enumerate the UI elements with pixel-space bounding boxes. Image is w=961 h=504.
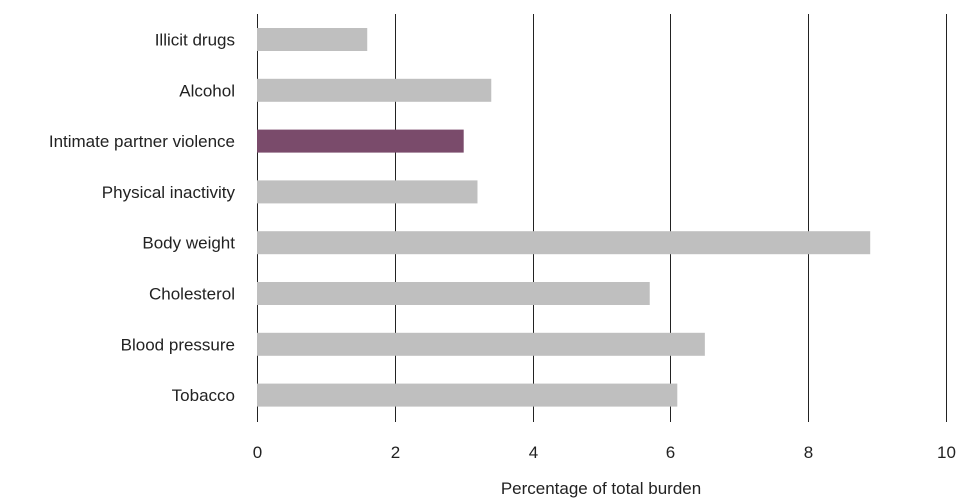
x-tick-label-0: 0 bbox=[253, 443, 262, 462]
x-tick-label-8: 8 bbox=[804, 443, 813, 462]
x-tick-label-10: 10 bbox=[937, 443, 956, 462]
x-tick-label-2: 2 bbox=[391, 443, 400, 462]
grid-lines bbox=[257, 14, 947, 422]
bar-physical-inactivity bbox=[257, 180, 478, 204]
x-tick-labels: 0 2 4 6 8 10 bbox=[253, 443, 956, 462]
category-label-physical-inactivity: Physical inactivity bbox=[102, 183, 236, 202]
category-labels: Illicit drugs Alcohol Intimate partner vio… bbox=[49, 31, 236, 406]
category-label-blood-pressure: Blood pressure bbox=[121, 335, 235, 354]
x-axis-title: Percentage of total burden bbox=[501, 479, 701, 498]
x-tick-label-6: 6 bbox=[666, 443, 675, 462]
bar-alcohol bbox=[257, 78, 492, 102]
bar-illicit-drugs bbox=[257, 28, 368, 51]
bars bbox=[257, 28, 871, 407]
category-label-cholesterol: Cholesterol bbox=[149, 285, 235, 304]
category-label-intimate-partner-violence: Intimate partner violence bbox=[49, 132, 235, 151]
category-label-body-weight: Body weight bbox=[142, 234, 235, 253]
bar-body-weight bbox=[257, 231, 871, 255]
category-label-illicit-drugs: Illicit drugs bbox=[155, 31, 235, 50]
category-label-alcohol: Alcohol bbox=[179, 81, 235, 100]
bar-tobacco bbox=[257, 383, 678, 407]
bar-intimate-partner-violence bbox=[257, 129, 464, 153]
category-label-tobacco: Tobacco bbox=[172, 386, 235, 405]
bar-blood-pressure bbox=[257, 332, 705, 356]
bar-cholesterol bbox=[257, 282, 650, 305]
x-tick-label-4: 4 bbox=[529, 443, 538, 462]
